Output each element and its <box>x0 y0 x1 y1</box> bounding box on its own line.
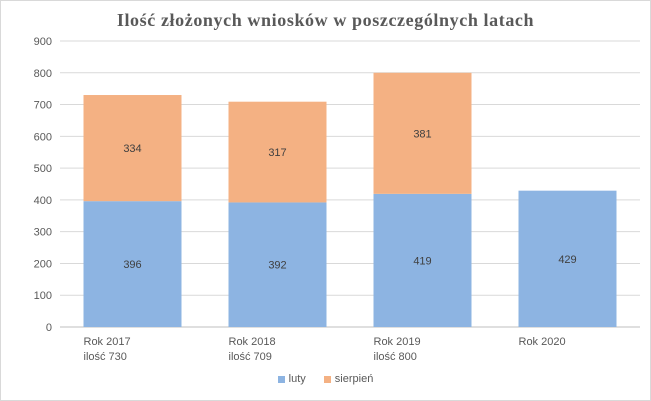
bar-segment <box>83 201 182 327</box>
legend-item: luty <box>277 373 306 385</box>
y-tick-label: 200 <box>34 258 52 270</box>
x-tick-label: Rok 2017 <box>84 336 131 348</box>
y-tick-label: 600 <box>34 131 52 143</box>
legend-swatch <box>323 375 331 383</box>
x-tick-label: Rok 2020 <box>519 336 566 348</box>
y-tick-label: 100 <box>34 290 52 302</box>
bar-segment <box>373 193 472 327</box>
data-label: 317 <box>268 147 286 159</box>
legend-swatch <box>277 375 285 383</box>
bar-segment <box>228 202 327 327</box>
x-tick-label: ilość 709 <box>229 351 272 363</box>
legend-item: sierpień <box>323 373 374 385</box>
bar-segment <box>228 101 327 203</box>
data-label: 334 <box>123 143 141 155</box>
y-tick-label: 0 <box>46 322 52 334</box>
x-tick-label: ilość 800 <box>374 351 417 363</box>
data-label: 396 <box>123 259 141 271</box>
data-label: 429 <box>558 254 576 266</box>
y-tick-label: 300 <box>34 227 52 239</box>
y-tick-label: 700 <box>34 100 52 112</box>
data-label: 392 <box>268 260 286 272</box>
y-tick-label: 400 <box>34 195 52 207</box>
data-label: 419 <box>413 255 431 267</box>
data-label: 381 <box>413 128 431 140</box>
x-tick-label: Rok 2019 <box>374 336 421 348</box>
bar-segment <box>83 95 182 202</box>
y-tick-label: 800 <box>34 68 52 80</box>
y-tick-label: 900 <box>34 36 52 48</box>
y-tick-label: 500 <box>34 163 52 175</box>
x-tick-label: ilość 730 <box>84 351 127 363</box>
x-tick-label: Rok 2018 <box>229 336 276 348</box>
chart-title: Ilość złożonych wniosków w poszczególnyc… <box>116 10 535 30</box>
bar-segment <box>518 190 617 327</box>
legend-label: sierpień <box>334 373 374 385</box>
legend-label: luty <box>288 373 306 385</box>
bar-segment <box>373 72 472 194</box>
legend: luty sierpień <box>0 373 651 385</box>
